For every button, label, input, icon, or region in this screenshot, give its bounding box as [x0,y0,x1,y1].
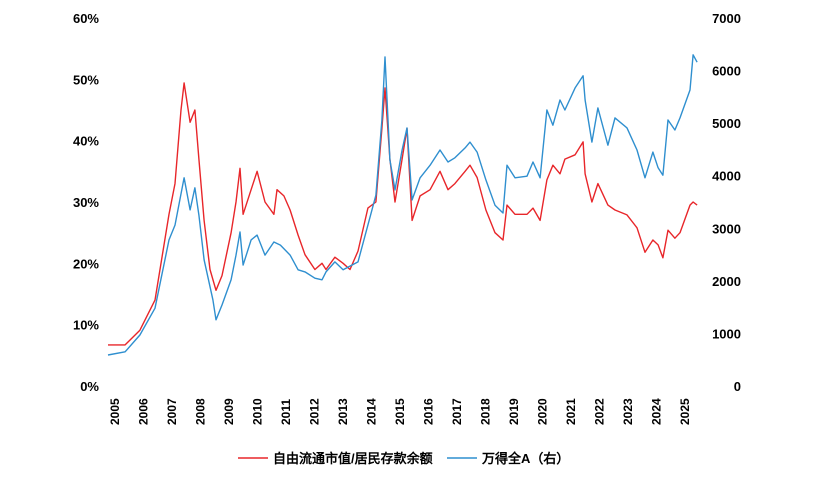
x-tick-label: 2019 [507,398,521,425]
x-tick-label: 2017 [450,398,464,425]
plot-area [107,54,698,356]
x-tick-label: 2024 [650,398,664,425]
x-tick-label: 2022 [593,398,607,425]
left-tick-label: 20% [73,256,99,271]
right-tick-label: 5000 [712,116,741,131]
x-tick-label: 2008 [194,398,208,425]
right-tick-label: 3000 [712,221,741,236]
legend-label-ratio: 自由流通市值/居民存款余额 [273,451,433,466]
x-tick-label: 2025 [678,398,692,425]
x-tick-label: 2011 [279,399,293,425]
legend: 自由流通市值/居民存款余额 万得全A（右） [238,451,569,466]
right-axis: 0 1000 2000 3000 4000 5000 6000 7000 [712,11,741,394]
series-line-index [107,54,698,356]
x-axis: 2005 2006 2007 2008 2009 2010 2011 2012 2013 2014… [108,398,692,425]
x-tick-label: 2015 [393,398,407,425]
x-tick-label: 2021 [564,398,578,425]
right-tick-label: 6000 [712,64,741,79]
x-tick-label: 2007 [165,398,179,425]
series-line-ratio [108,82,698,346]
left-tick-label: 30% [73,195,99,210]
right-tick-label: 1000 [712,326,741,341]
left-tick-label: 40% [73,134,99,149]
left-tick-label: 0% [80,379,99,394]
x-tick-label: 2020 [536,398,550,425]
left-axis: 0% 10% 20% 30% 40% 50% 60% [73,11,99,394]
right-tick-label: 4000 [712,169,741,184]
right-tick-label: 0 [734,379,741,394]
x-tick-label: 2018 [479,398,493,425]
left-tick-label: 60% [73,11,99,26]
x-tick-label: 2005 [108,398,122,425]
x-tick-label: 2013 [336,398,350,425]
left-tick-label: 50% [73,72,99,87]
x-tick-label: 2006 [137,398,151,425]
left-tick-label: 10% [73,318,99,333]
x-tick-label: 2012 [308,398,322,425]
x-tick-label: 2009 [222,398,236,425]
right-tick-label: 7000 [712,11,741,26]
right-tick-label: 2000 [712,274,741,289]
x-tick-label: 2023 [621,398,635,425]
x-tick-label: 2010 [251,398,265,425]
legend-label-index: 万得全A（右） [481,451,569,466]
x-tick-label: 2014 [365,398,379,425]
x-tick-label: 2016 [422,398,436,425]
